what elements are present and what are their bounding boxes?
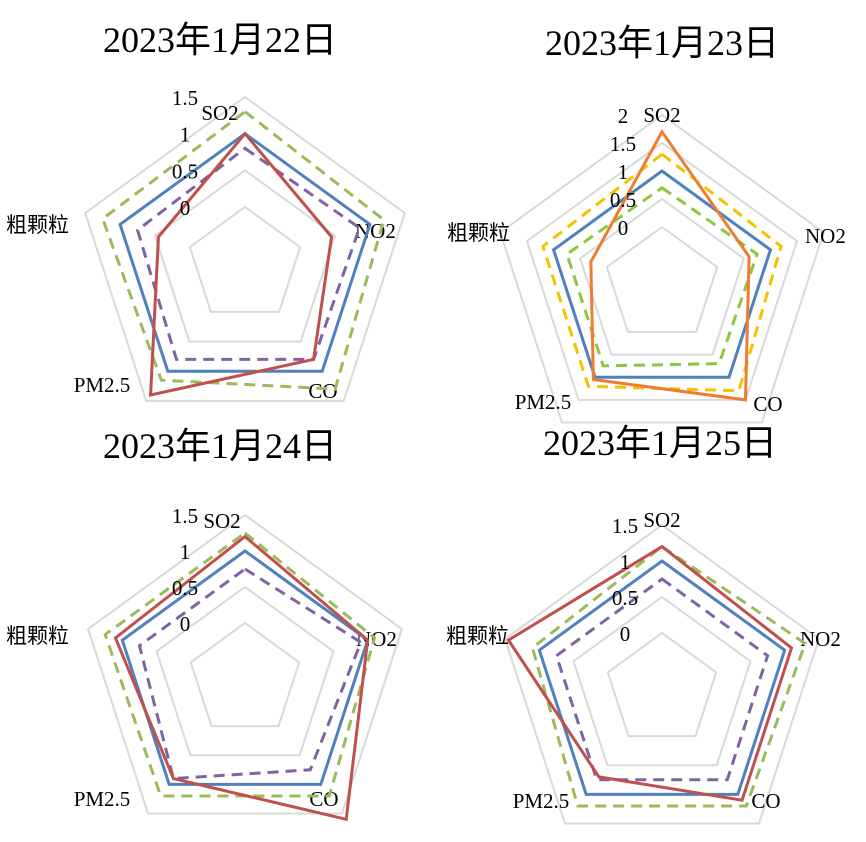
tick-label: 0 (180, 612, 191, 636)
series-green (530, 544, 808, 808)
grid-ring-1 (579, 197, 745, 356)
axis-label-pm25: PM2.5 (515, 390, 572, 414)
chart-title: 2023年1月24日 (103, 426, 337, 466)
tick-label: 0 (180, 196, 191, 220)
grid-ring-1 (155, 585, 335, 757)
tick-label: 1 (180, 123, 191, 147)
axis-label-: 粗颗粒 (446, 624, 509, 648)
grid-ring-0 (189, 621, 301, 728)
tick-label: 1 (180, 540, 191, 564)
radar-panel-1: 2023年1月22日 SO2 NO2 CO PM2.5 粗颗粒 0 0.5 1 1.5 (6, 20, 406, 403)
series-red (506, 544, 794, 802)
series-green (100, 109, 386, 391)
axis-label-so2: SO2 (203, 509, 240, 533)
grid-ring-3 (84, 95, 406, 402)
grid-ring-0 (606, 631, 718, 738)
tick-label: 0 (618, 216, 629, 240)
radar-panel-4: 2023年1月25日 SO2 NO2 CO PM2.5 粗颗粒 0 0.5 1 1.5 (446, 423, 841, 825)
series-purple (137, 567, 363, 781)
tick-label: 0.5 (172, 159, 198, 183)
grid-ring-0 (188, 205, 302, 313)
grid-ring-3 (525, 141, 799, 401)
series-purple (135, 146, 362, 361)
series-blue (120, 549, 370, 786)
axis-label-so2: SO2 (643, 508, 680, 532)
chart-title: 2023年1月22日 (103, 20, 337, 60)
axis-label-co: CO (751, 789, 780, 813)
axis-label-so2: SO2 (201, 101, 238, 125)
grid-ring-1 (572, 595, 752, 767)
series-purple (554, 577, 770, 782)
tick-label: 1.5 (172, 504, 198, 528)
axis-label-pm25: PM2.5 (74, 787, 131, 811)
radar-panel-2: 2023年1月23日 SO2 NO2 CO PM2.5 粗颗粒 0 0.5 1 1.5 2 (447, 23, 846, 424)
tick-label: 1.5 (612, 514, 638, 538)
grid-ring-0 (605, 225, 719, 333)
axis-label-co: CO (753, 392, 782, 416)
axis-label-: 粗颗粒 (6, 213, 69, 237)
tick-label: 0.5 (172, 576, 198, 600)
axis-label-pm25: PM2.5 (513, 789, 570, 813)
series-red (148, 131, 334, 397)
axis-label-: 粗颗粒 (447, 221, 510, 245)
series-red (113, 534, 370, 822)
axis-label-so2: SO2 (643, 103, 680, 127)
axis-label-pm25: PM2.5 (74, 373, 131, 397)
series-blue (537, 559, 787, 796)
series-blue (118, 131, 372, 373)
tick-label: 1 (620, 550, 631, 574)
grid-ring-4 (499, 113, 825, 424)
tick-label: 2 (618, 104, 629, 128)
tick-label: 1.5 (172, 86, 198, 110)
tick-label: 1 (618, 160, 629, 184)
tick-label: 1.5 (610, 132, 636, 156)
tick-label: 0.5 (612, 586, 638, 610)
axis-label-co: CO (309, 787, 338, 811)
axis-label-no2: NO2 (805, 224, 846, 248)
axis-label-no2: NO2 (800, 627, 841, 651)
axis-label-no2: NO2 (355, 219, 396, 243)
series-orange (589, 128, 751, 402)
tick-label: 0 (620, 622, 631, 646)
axis-label-no2: NO2 (356, 627, 397, 651)
axis-label-: 粗颗粒 (6, 624, 69, 648)
chart-title: 2023年1月25日 (543, 423, 777, 463)
chart-title: 2023年1月23日 (545, 23, 779, 63)
series-blue (551, 169, 773, 379)
grid-ring-3 (86, 513, 404, 815)
radar-panel-3: 2023年1月24日 SO2 NO2 CO PM2.5 粗颗粒 0 0.5 1 1.5 (6, 426, 404, 822)
grid-ring-3 (503, 523, 821, 825)
axis-label-co: CO (308, 379, 337, 403)
series-green (565, 185, 759, 368)
tick-label: 0.5 (610, 188, 636, 212)
